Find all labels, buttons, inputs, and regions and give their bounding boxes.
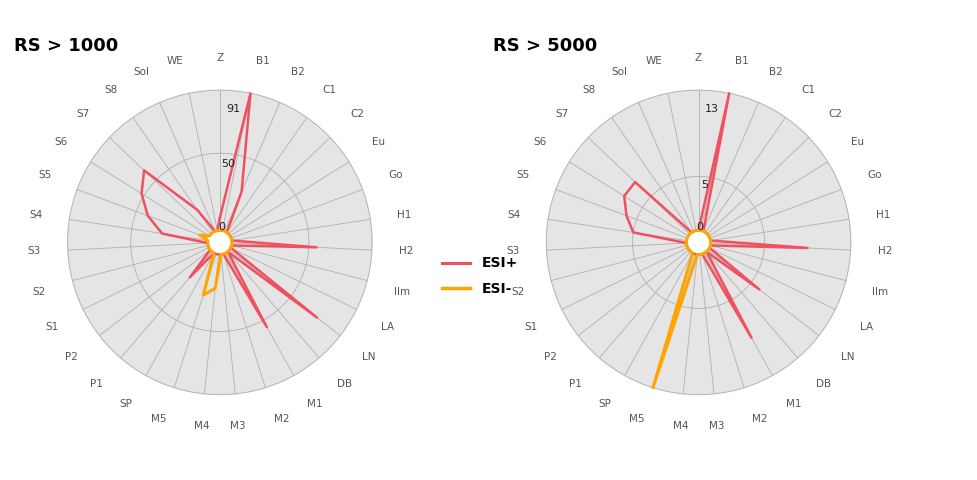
Text: M2: M2 (752, 414, 768, 424)
Text: S5: S5 (38, 170, 52, 180)
Text: H1: H1 (398, 210, 411, 220)
Text: S3: S3 (27, 247, 40, 256)
Text: M4: M4 (193, 421, 209, 431)
Text: Z: Z (695, 53, 702, 63)
Text: P2: P2 (543, 352, 557, 362)
Polygon shape (687, 230, 710, 254)
Text: Sol: Sol (133, 67, 149, 77)
Text: S1: S1 (524, 322, 537, 332)
Text: Go: Go (388, 170, 403, 180)
Text: S8: S8 (582, 85, 596, 95)
Text: S7: S7 (76, 108, 90, 119)
Legend: ESI+, ESI-: ESI+, ESI- (437, 251, 523, 301)
Text: LN: LN (361, 352, 375, 362)
Text: WE: WE (167, 57, 184, 66)
Text: P1: P1 (569, 379, 581, 389)
Text: H2: H2 (878, 247, 892, 256)
Text: H2: H2 (400, 247, 413, 256)
Polygon shape (546, 90, 851, 395)
Text: RS > 5000: RS > 5000 (493, 37, 597, 55)
Text: S2: S2 (511, 288, 525, 298)
Text: M5: M5 (150, 414, 166, 424)
Text: S6: S6 (54, 137, 67, 147)
Text: S1: S1 (45, 322, 59, 332)
Text: S8: S8 (104, 85, 117, 95)
Text: Eu: Eu (372, 137, 385, 147)
Text: M3: M3 (709, 421, 725, 431)
Text: S7: S7 (555, 108, 569, 119)
Text: S2: S2 (32, 288, 46, 298)
Text: S4: S4 (508, 210, 521, 220)
Text: S4: S4 (29, 210, 42, 220)
Text: LA: LA (381, 322, 394, 332)
Text: C1: C1 (801, 85, 815, 95)
Polygon shape (67, 90, 372, 395)
Text: S3: S3 (506, 247, 519, 256)
Text: S5: S5 (517, 170, 531, 180)
Text: Sol: Sol (612, 67, 628, 77)
Text: B1: B1 (256, 57, 270, 66)
Text: RS > 1000: RS > 1000 (15, 37, 118, 55)
Text: M1: M1 (786, 399, 801, 409)
Text: Ilm: Ilm (872, 288, 888, 298)
Text: DB: DB (337, 379, 352, 389)
Text: M2: M2 (274, 414, 289, 424)
Text: H1: H1 (876, 210, 890, 220)
Polygon shape (208, 230, 232, 254)
Text: DB: DB (816, 379, 830, 389)
Text: C2: C2 (350, 108, 364, 119)
Text: B1: B1 (735, 57, 748, 66)
Text: S6: S6 (532, 137, 546, 147)
Text: B2: B2 (290, 67, 305, 77)
Text: SP: SP (599, 399, 612, 409)
Text: 5: 5 (701, 180, 708, 190)
Text: Eu: Eu (851, 137, 864, 147)
Text: Ilm: Ilm (394, 288, 409, 298)
Text: M1: M1 (307, 399, 322, 409)
Text: P2: P2 (64, 352, 78, 362)
Text: 13: 13 (705, 104, 719, 114)
Text: Z: Z (216, 53, 224, 63)
Text: 50: 50 (221, 159, 234, 169)
Text: M3: M3 (231, 421, 246, 431)
Text: C2: C2 (828, 108, 843, 119)
Text: P1: P1 (90, 379, 103, 389)
Text: SP: SP (120, 399, 133, 409)
Text: 91: 91 (227, 104, 240, 114)
Text: M4: M4 (672, 421, 688, 431)
Text: 0: 0 (218, 222, 225, 232)
Text: M5: M5 (629, 414, 645, 424)
Text: LA: LA (860, 322, 872, 332)
Text: Go: Go (867, 170, 881, 180)
Text: B2: B2 (769, 67, 784, 77)
Text: 0: 0 (697, 222, 703, 232)
Text: WE: WE (646, 57, 662, 66)
Text: LN: LN (840, 352, 854, 362)
Text: C1: C1 (322, 85, 336, 95)
